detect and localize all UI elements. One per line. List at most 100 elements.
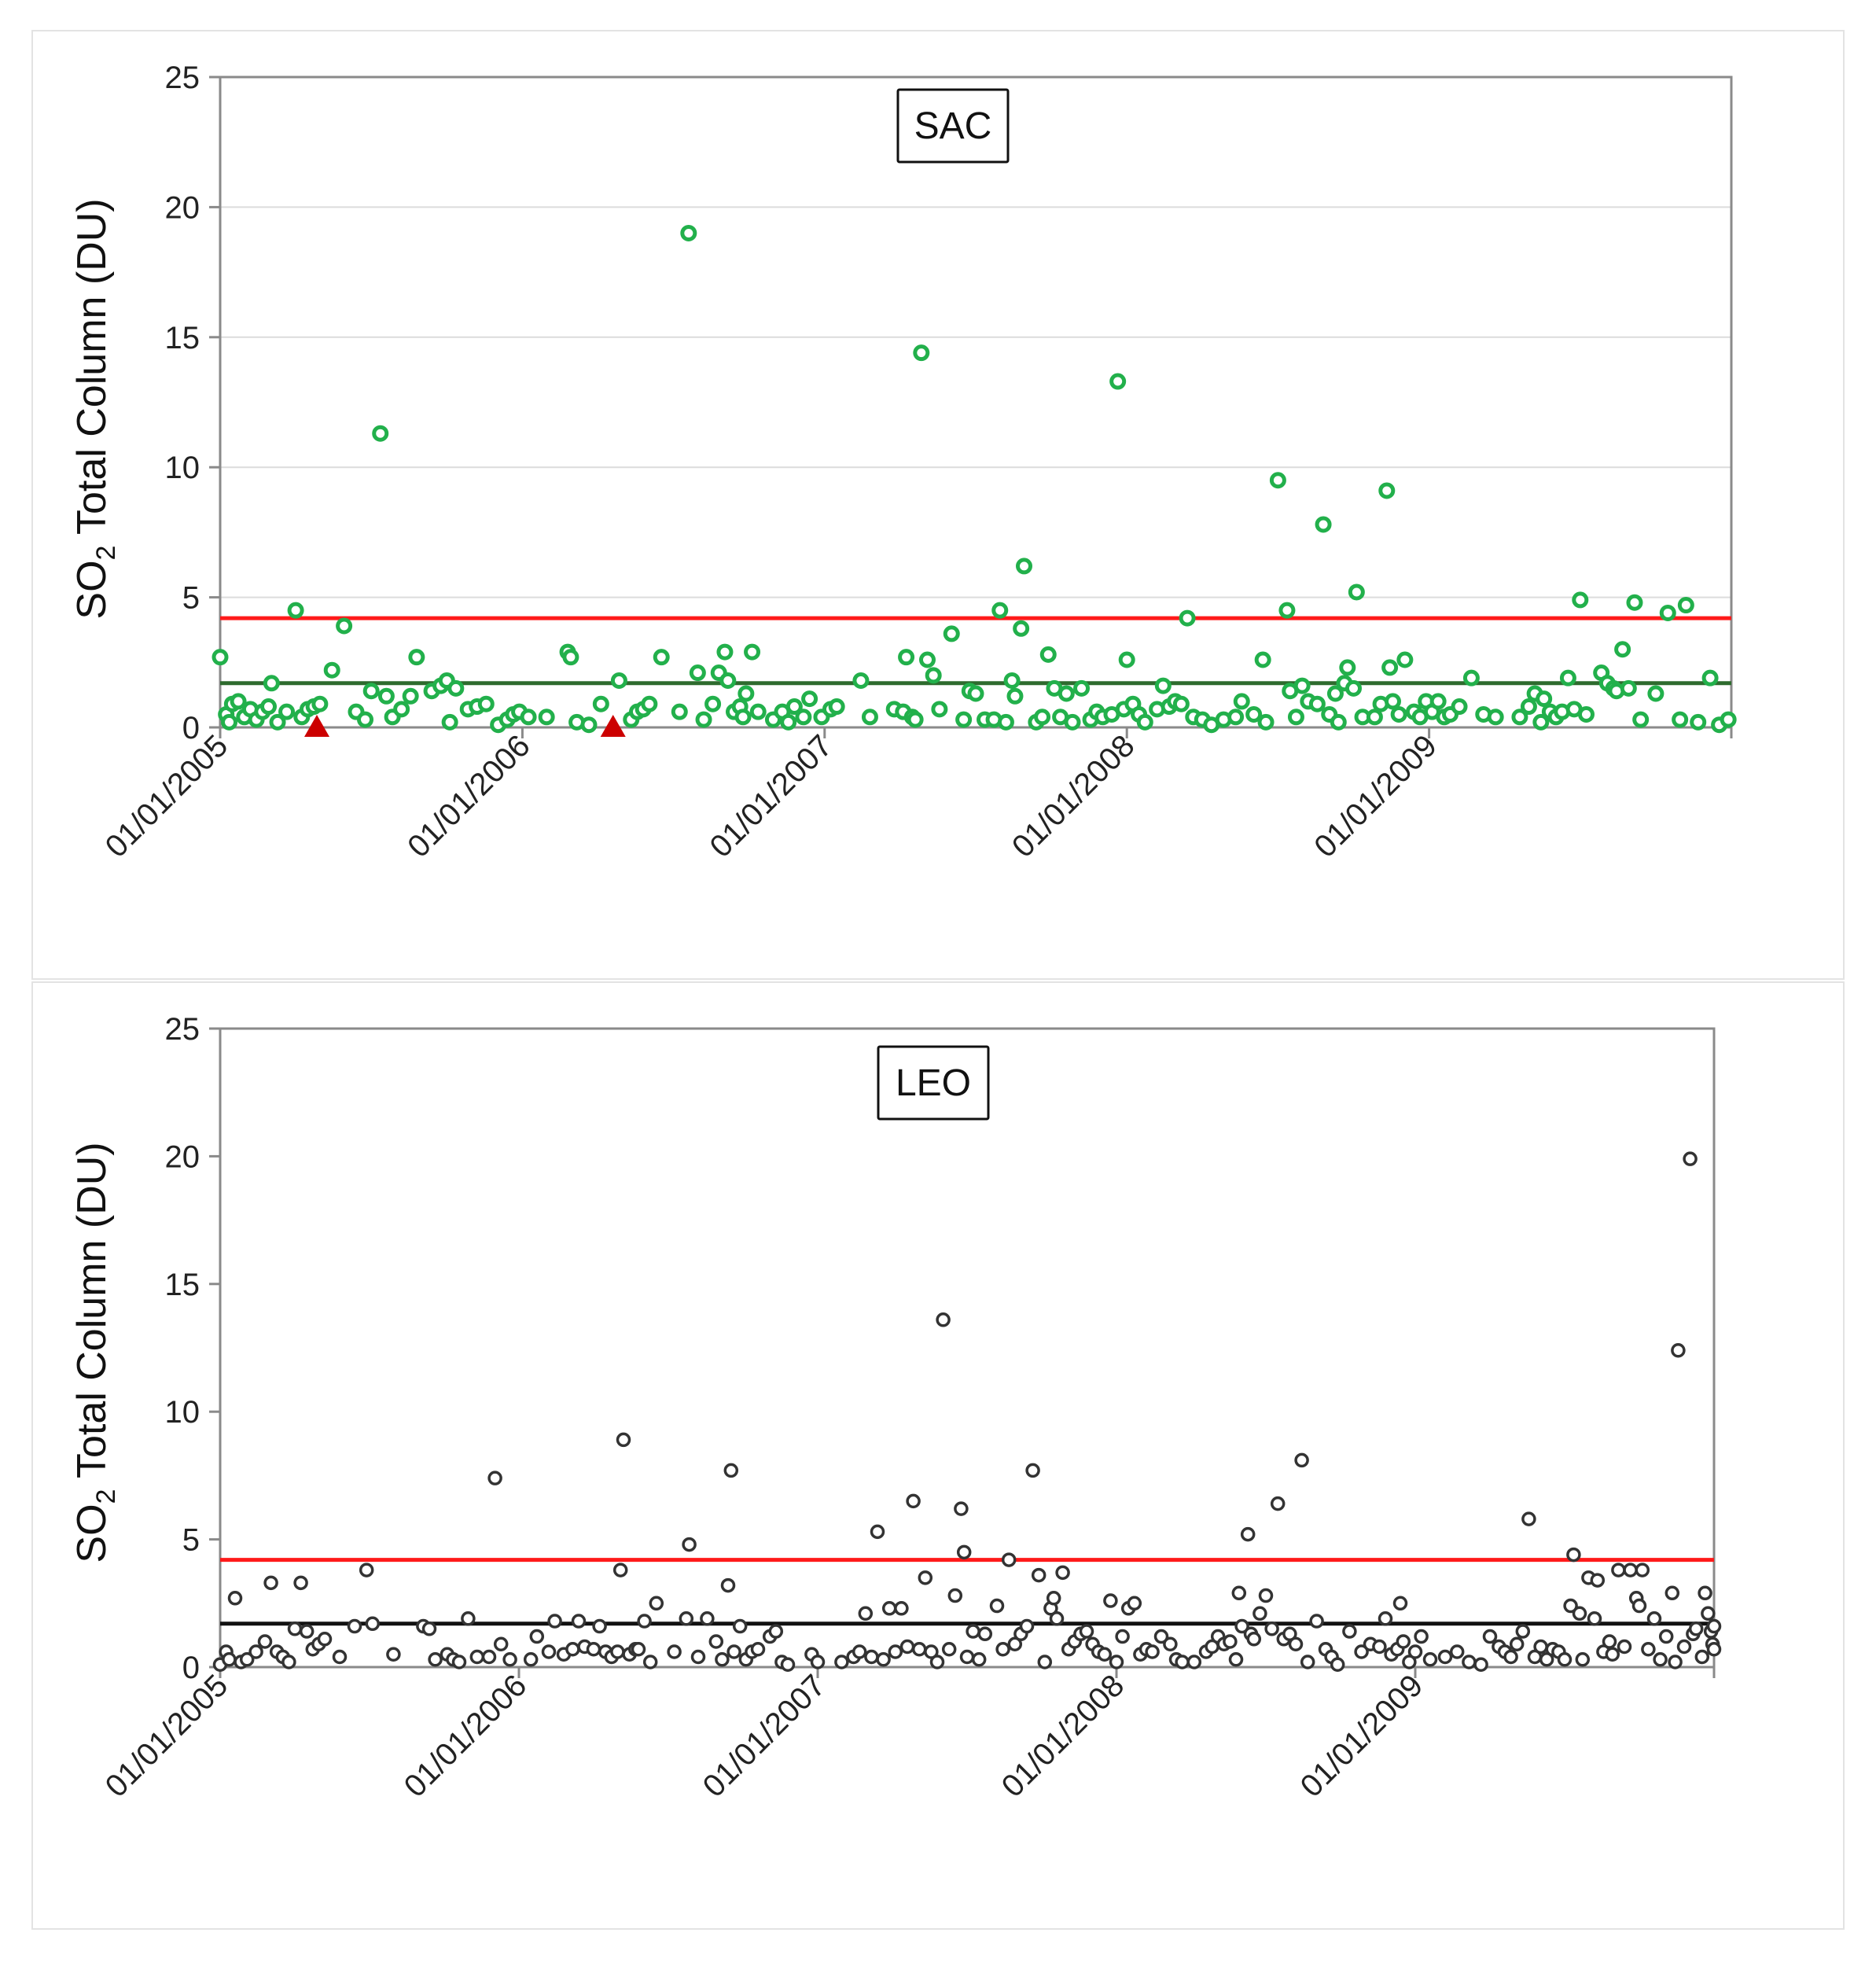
leo-data-point	[1163, 1636, 1178, 1652]
leo-y-tick-label: 5	[182, 1523, 200, 1558]
sac-data-point	[441, 713, 458, 731]
sac-data-point	[991, 602, 1009, 619]
sac-data-point	[1136, 713, 1153, 731]
leo-data-point	[995, 1642, 1010, 1657]
leo-data-point	[287, 1621, 303, 1636]
leo-data-point	[1566, 1547, 1581, 1563]
leo-y-tick-label: 25	[165, 1012, 200, 1047]
leo-data-point	[1706, 1642, 1722, 1657]
leo-data-point	[1407, 1644, 1423, 1659]
leo-data-point	[1671, 1342, 1686, 1358]
leo-data-point	[1503, 1649, 1518, 1665]
sac-data-point	[1254, 651, 1271, 668]
leo-data-point	[421, 1621, 437, 1636]
leo-data-point	[899, 1639, 915, 1655]
leo-data-point	[700, 1611, 715, 1626]
leo-data-point	[1449, 1644, 1465, 1659]
leo-data-point	[1646, 1611, 1662, 1626]
sac-data-point	[801, 690, 818, 708]
leo-data-point	[359, 1563, 374, 1577]
sac-data-point	[1620, 679, 1637, 697]
sac-y-tick-label: 25	[165, 61, 200, 95]
leo-data-point	[682, 1537, 697, 1552]
leo-data-point	[1270, 1496, 1286, 1511]
sac-data-point	[997, 713, 1014, 731]
sac-data-point	[749, 703, 767, 720]
leo-data-point	[918, 1570, 933, 1585]
leo-data-point	[299, 1624, 315, 1639]
leo-data-point	[732, 1618, 748, 1634]
sac-data-point	[852, 672, 870, 689]
sac-x-tick-label: 01/01/2009	[1308, 728, 1444, 864]
sac-data-point	[393, 701, 410, 718]
sac-data-point	[1233, 693, 1250, 710]
leo-title: LEO	[896, 1062, 971, 1104]
leo-data-point	[977, 1626, 993, 1642]
leo-data-point	[726, 1644, 741, 1659]
leo-data-point	[959, 1649, 975, 1665]
leo-data-point	[1617, 1639, 1632, 1655]
sac-data-point	[610, 672, 627, 689]
leo-panel: 0 5 10 15 20 25 01/01/2005 01/01/2006 01/01/2007…	[31, 981, 1845, 1930]
leo-data-point	[1115, 1629, 1130, 1644]
sac-data-point	[1532, 713, 1550, 731]
sac-triangle-marker	[304, 715, 330, 737]
leo-data-point	[1462, 1655, 1477, 1669]
leo-data-point	[263, 1575, 278, 1591]
leo-data-point	[876, 1652, 891, 1667]
sac-data-point	[955, 711, 973, 728]
leo-data-point	[649, 1596, 664, 1611]
leo-data-point	[1402, 1655, 1417, 1669]
sac-data-point	[1626, 594, 1643, 611]
sac-data-point	[1366, 709, 1383, 726]
leo-data-point	[1563, 1598, 1578, 1614]
leo-data-point	[222, 1652, 237, 1667]
sac-panel: 0 5 10 15 20 25 01/01/2005 01/01/2006 01/01/2007…	[31, 30, 1845, 980]
leo-data-point	[1676, 1639, 1692, 1655]
sac-data-point	[263, 675, 280, 692]
leo-data-point	[690, 1649, 706, 1665]
leo-data-point	[1019, 1618, 1035, 1634]
leo-data-point	[317, 1632, 333, 1647]
sac-data-point	[1647, 685, 1664, 702]
sac-data-point	[704, 695, 722, 712]
sac-data-point	[795, 709, 812, 726]
leo-data-point	[529, 1629, 545, 1644]
leo-data-point	[565, 1642, 580, 1657]
sac-x-tick-label: 01/01/2007	[703, 728, 839, 864]
leo-data-point	[723, 1463, 739, 1478]
sac-data-point	[1109, 373, 1127, 390]
leo-data-point	[810, 1655, 826, 1669]
leo-y-tick-label: 20	[165, 1139, 200, 1174]
leo-title-badge	[877, 1045, 990, 1121]
sac-data-point	[269, 713, 286, 731]
sac-x-tick-label: 01/01/2005	[99, 728, 235, 864]
sac-data-point	[1278, 602, 1296, 619]
leo-data-point	[894, 1601, 909, 1616]
leo-data-point	[1533, 1639, 1548, 1655]
sac-data-point	[1462, 669, 1480, 687]
leo-data-point	[1342, 1624, 1357, 1639]
sac-data-point	[1339, 659, 1356, 676]
leo-data-point	[1103, 1593, 1118, 1608]
sac-data-point	[1227, 709, 1245, 726]
sac-data-point	[1293, 677, 1311, 694]
sac-data-point	[287, 602, 304, 619]
leo-data-point	[1037, 1655, 1053, 1669]
leo-data-point	[1509, 1636, 1525, 1652]
sac-data-point	[1006, 687, 1024, 705]
sac-y-tick-label: 20	[165, 190, 200, 225]
leo-data-point	[1482, 1629, 1498, 1644]
sac-data-point	[592, 695, 609, 712]
leo-data-point	[1079, 1624, 1094, 1639]
leo-data-point	[1414, 1629, 1429, 1644]
sac-data-point	[925, 667, 942, 684]
leo-data-point	[936, 1312, 951, 1327]
sac-data-point	[1378, 482, 1396, 499]
leo-data-point	[586, 1642, 601, 1657]
sac-data-point	[1326, 685, 1344, 702]
sac-data-point	[1315, 516, 1332, 533]
leo-data-point	[541, 1644, 557, 1659]
leo-data-point	[227, 1591, 243, 1606]
sac-data-point	[1330, 713, 1347, 731]
